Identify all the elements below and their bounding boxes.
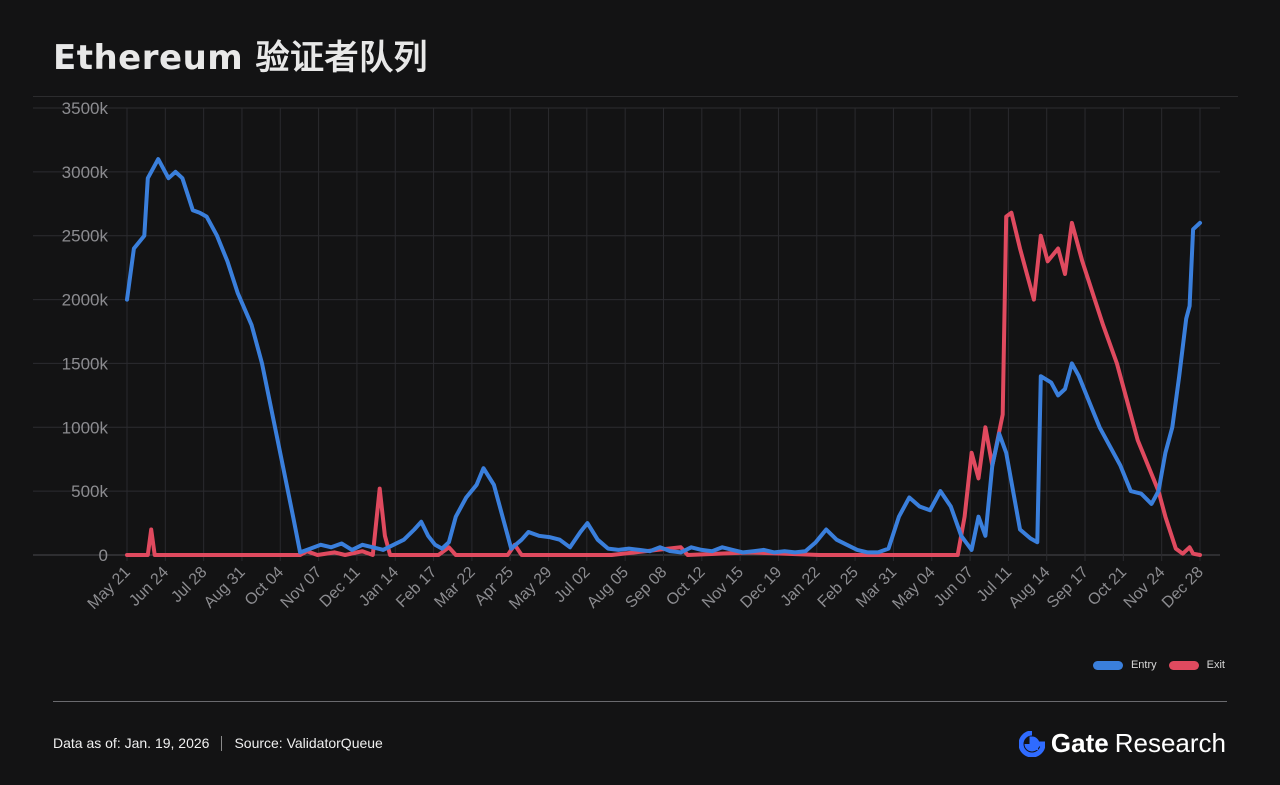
brand-suffix: Research <box>1114 728 1226 758</box>
x-tick-label: May 29 <box>506 564 555 613</box>
x-tick-label: Feb 17 <box>393 564 440 611</box>
y-tick-label: 3500k <box>62 99 109 118</box>
data-date: Data as of: Jan. 19, 2026 <box>53 735 210 751</box>
chart-legend: Entry Exit <box>1092 659 1225 671</box>
series-line-entry <box>125 157 1202 555</box>
x-tick-label: Sep 17 <box>1044 564 1092 612</box>
y-tick-label: 1500k <box>62 354 109 373</box>
validator-queue-chart: 0 500k 1000k 1500k 2000k 2500k 3000k 3500k May … <box>33 99 1220 613</box>
y-tick-label: 0 <box>99 546 108 565</box>
x-tick-label: Feb 25 <box>815 564 862 611</box>
title-divider <box>33 96 1238 97</box>
y-tick-label: 2500k <box>62 227 109 246</box>
footer-divider <box>53 701 1227 702</box>
legend-entry[interactable]: Entry <box>1092 659 1157 671</box>
page-title: Ethereum 验证者队列 <box>53 38 429 78</box>
x-tick-label: Aug 05 <box>584 564 632 612</box>
x-tick-label: Sep 08 <box>622 564 670 612</box>
data-source: Source: ValidatorQueue <box>234 735 383 751</box>
brand-logo: Gate Research <box>1018 728 1226 759</box>
y-tick-label: 500k <box>71 482 108 501</box>
chart-grid <box>33 107 1220 561</box>
x-tick-label: Aug 14 <box>1006 564 1054 612</box>
legend-entry-swatch <box>1092 660 1123 670</box>
x-tick-label: May 04 <box>889 564 938 613</box>
y-tick-label: 2000k <box>62 291 109 310</box>
footer: Data as of: Jan. 19, 2026 Source: Valida… <box>53 735 383 751</box>
x-tick-label: Jun 24 <box>126 564 172 610</box>
series-line-exit <box>125 210 1202 557</box>
x-tick-label: Jan 14 <box>356 564 402 610</box>
x-tick-label: Nov 24 <box>1121 564 1169 612</box>
chart-series <box>125 157 1202 557</box>
y-tick-label: 1000k <box>62 418 109 437</box>
x-tick-label: Aug 31 <box>201 564 249 612</box>
x-tick-label: Dec 28 <box>1159 564 1207 612</box>
footer-separator <box>221 735 223 751</box>
legend-exit-swatch <box>1168 660 1199 670</box>
brand-name: Gate <box>1050 728 1109 758</box>
x-tick-label: Jun 07 <box>931 564 977 610</box>
gate-logo-icon <box>1018 730 1045 757</box>
legend-exit[interactable]: Exit <box>1168 659 1225 671</box>
x-tick-label: Jan 22 <box>778 564 824 610</box>
x-tick-label: Mar 22 <box>431 564 478 611</box>
x-tick-label: Dec 11 <box>317 564 364 611</box>
x-tick-label: Dec 19 <box>737 564 785 612</box>
legend-entry-label: Entry <box>1130 659 1157 671</box>
y-tick-label: 3000k <box>62 163 109 182</box>
x-tick-label: May 21 <box>85 564 134 613</box>
x-tick-label: Nov 15 <box>699 564 747 612</box>
x-tick-label: Nov 07 <box>278 564 326 612</box>
legend-exit-label: Exit <box>1206 659 1225 671</box>
y-axis-ticks: 0 500k 1000k 1500k 2000k 2500k 3000k 3500k <box>62 99 109 565</box>
